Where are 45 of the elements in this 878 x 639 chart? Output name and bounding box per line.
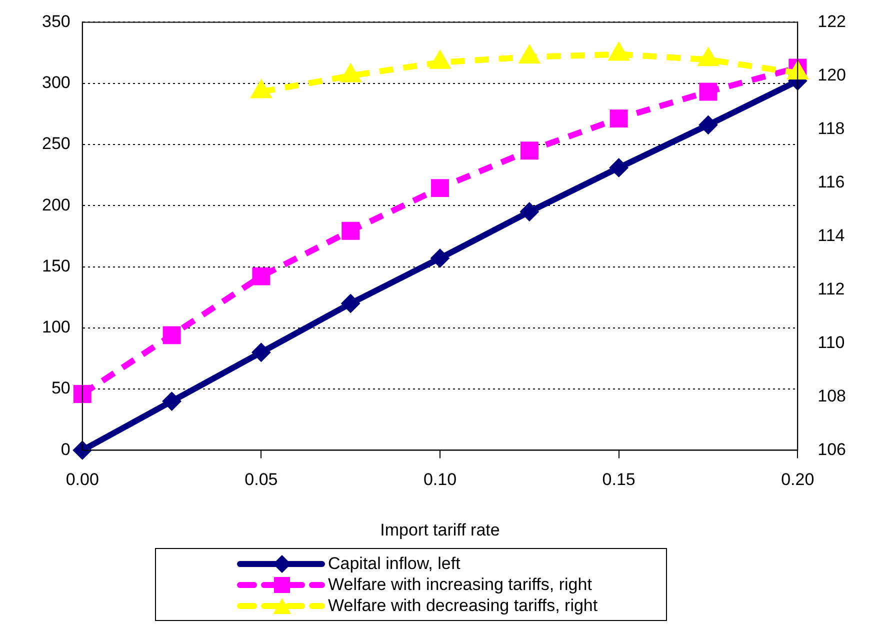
point: [341, 294, 360, 313]
point: [342, 222, 360, 240]
point: [252, 342, 271, 362]
point: [520, 202, 539, 222]
y-tick-label: 300: [42, 73, 70, 92]
y2-tick-label: 108: [818, 386, 846, 406]
y-tick-label: 0: [60, 440, 70, 459]
y-tick-label: 50: [51, 378, 70, 398]
point: [608, 42, 630, 61]
y-tick-label: 200: [42, 195, 70, 214]
y2-tick-label: 114: [818, 226, 845, 245]
y2-tick-label: 112: [818, 279, 845, 298]
x-tick-label: 0.05: [244, 470, 278, 490]
y2-tick-label: 116: [818, 172, 845, 192]
y-tick-label: 250: [42, 134, 70, 154]
y2-tick-label: 118: [818, 118, 845, 138]
point: [697, 47, 720, 66]
legend-label: Capital inflow, left: [328, 554, 460, 574]
x-axis-title: Import tariff rate: [380, 520, 500, 540]
point: [162, 326, 181, 344]
point: [609, 158, 628, 178]
x-tick-label: 0.20: [781, 470, 814, 490]
point: [250, 79, 272, 98]
point: [73, 385, 92, 404]
point: [698, 115, 718, 134]
point: [72, 440, 92, 460]
point: [430, 248, 450, 268]
y-tick-label: 150: [42, 256, 70, 276]
y-tick-label: 350: [42, 12, 70, 31]
point: [518, 44, 540, 64]
y-tick-label: 100: [42, 318, 70, 337]
point: [252, 267, 270, 286]
point: [429, 50, 451, 69]
legend-label: Welfare with increasing tariffs, right: [328, 574, 592, 594]
point: [786, 60, 809, 80]
point: [340, 63, 362, 82]
y2-tick-label: 106: [818, 440, 846, 459]
x-tick-label: 0.00: [66, 470, 99, 490]
y2-tick-label: 122: [818, 12, 846, 31]
y2-tick-label: 110: [818, 332, 845, 352]
point: [162, 392, 182, 411]
x-tick-label: 0.10: [423, 470, 457, 490]
y2-tick-label: 120: [818, 65, 846, 84]
x-tick-label: 0.15: [602, 470, 636, 490]
legend-label: Welfare with decreasing tariffs, right: [328, 596, 598, 616]
